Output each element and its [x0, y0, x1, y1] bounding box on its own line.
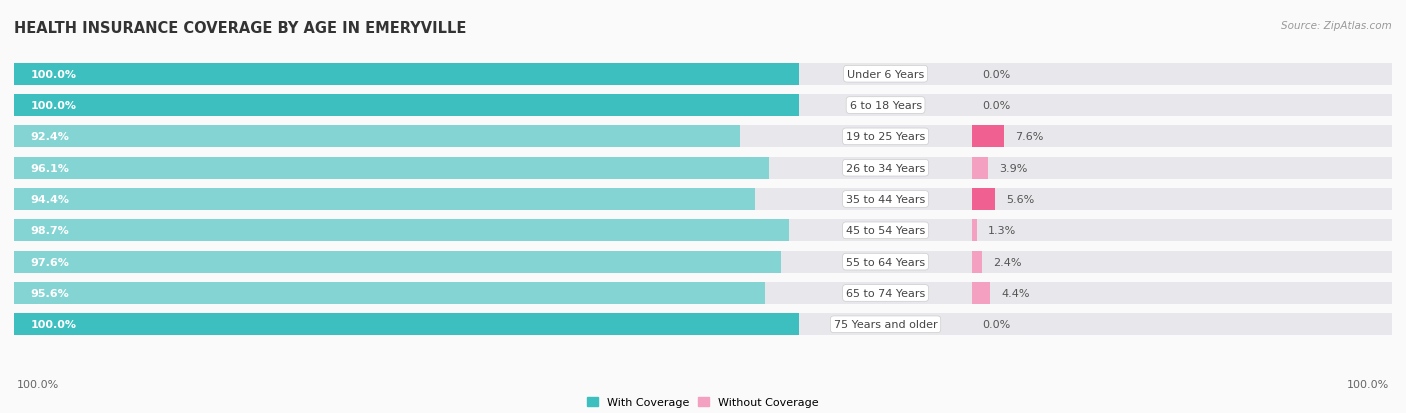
Text: Under 6 Years: Under 6 Years [846, 69, 924, 80]
Bar [14, 189, 1392, 211]
Text: 7.6%: 7.6% [1015, 132, 1043, 142]
Text: HEALTH INSURANCE COVERAGE BY AGE IN EMERYVILLE: HEALTH INSURANCE COVERAGE BY AGE IN EMER… [14, 21, 467, 36]
Bar [14, 220, 1392, 242]
Text: 55 to 64 Years: 55 to 64 Years [846, 257, 925, 267]
Text: 100.0%: 100.0% [31, 69, 76, 80]
Text: 100.0%: 100.0% [31, 101, 76, 111]
Text: 0.0%: 0.0% [983, 69, 1011, 80]
Text: 100.0%: 100.0% [17, 379, 59, 389]
Text: 100.0%: 100.0% [31, 320, 76, 330]
Bar [14, 313, 1392, 335]
Legend: With Coverage, Without Coverage: With Coverage, Without Coverage [582, 393, 824, 412]
Bar [14, 157, 1392, 179]
Bar [14, 126, 1392, 148]
Text: 45 to 54 Years: 45 to 54 Years [846, 226, 925, 236]
Bar [972, 282, 990, 304]
Text: 3.9%: 3.9% [1000, 163, 1028, 173]
Bar [14, 282, 1392, 304]
Text: 65 to 74 Years: 65 to 74 Years [846, 288, 925, 298]
Text: 5.6%: 5.6% [1007, 195, 1035, 204]
Text: 92.4%: 92.4% [31, 132, 69, 142]
Text: 2.4%: 2.4% [993, 257, 1021, 267]
Text: Source: ZipAtlas.com: Source: ZipAtlas.com [1281, 21, 1392, 31]
Text: 94.4%: 94.4% [31, 195, 69, 204]
Bar [14, 95, 1392, 117]
Text: 98.7%: 98.7% [31, 226, 69, 236]
Text: 0.0%: 0.0% [983, 320, 1011, 330]
Bar [14, 251, 780, 273]
Bar [972, 220, 977, 242]
Bar [972, 157, 988, 179]
Bar [14, 313, 800, 335]
Bar [972, 189, 995, 211]
Bar [14, 64, 1392, 85]
Text: 4.4%: 4.4% [1001, 288, 1029, 298]
Bar [14, 64, 800, 85]
Text: 6 to 18 Years: 6 to 18 Years [849, 101, 921, 111]
Bar [14, 220, 789, 242]
Text: 75 Years and older: 75 Years and older [834, 320, 938, 330]
Bar [972, 251, 981, 273]
Bar [14, 95, 800, 117]
Bar [14, 189, 755, 211]
Text: 97.6%: 97.6% [31, 257, 69, 267]
Text: 26 to 34 Years: 26 to 34 Years [846, 163, 925, 173]
Bar [14, 282, 765, 304]
Text: 19 to 25 Years: 19 to 25 Years [846, 132, 925, 142]
Bar [14, 157, 769, 179]
Text: 100.0%: 100.0% [1347, 379, 1389, 389]
Bar [972, 126, 1004, 148]
Text: 0.0%: 0.0% [983, 101, 1011, 111]
Bar [14, 126, 740, 148]
Text: 95.6%: 95.6% [31, 288, 69, 298]
Bar [14, 251, 1392, 273]
Text: 1.3%: 1.3% [988, 226, 1017, 236]
Text: 96.1%: 96.1% [31, 163, 69, 173]
Text: 35 to 44 Years: 35 to 44 Years [846, 195, 925, 204]
